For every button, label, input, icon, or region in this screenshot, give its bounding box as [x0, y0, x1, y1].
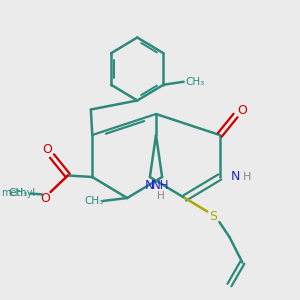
Text: CH₃: CH₃ [185, 77, 205, 87]
Text: methyl: methyl [1, 188, 35, 199]
Text: O: O [237, 103, 247, 117]
Text: CH₃: CH₃ [85, 196, 104, 206]
Text: N: N [145, 179, 154, 192]
Text: O: O [40, 191, 50, 205]
Text: N: N [231, 170, 240, 184]
Text: H: H [157, 190, 165, 201]
Text: O: O [43, 143, 52, 156]
Text: H: H [243, 172, 252, 182]
Text: CH₃: CH₃ [9, 188, 28, 199]
Text: S: S [210, 209, 218, 223]
Text: NH: NH [152, 179, 170, 192]
